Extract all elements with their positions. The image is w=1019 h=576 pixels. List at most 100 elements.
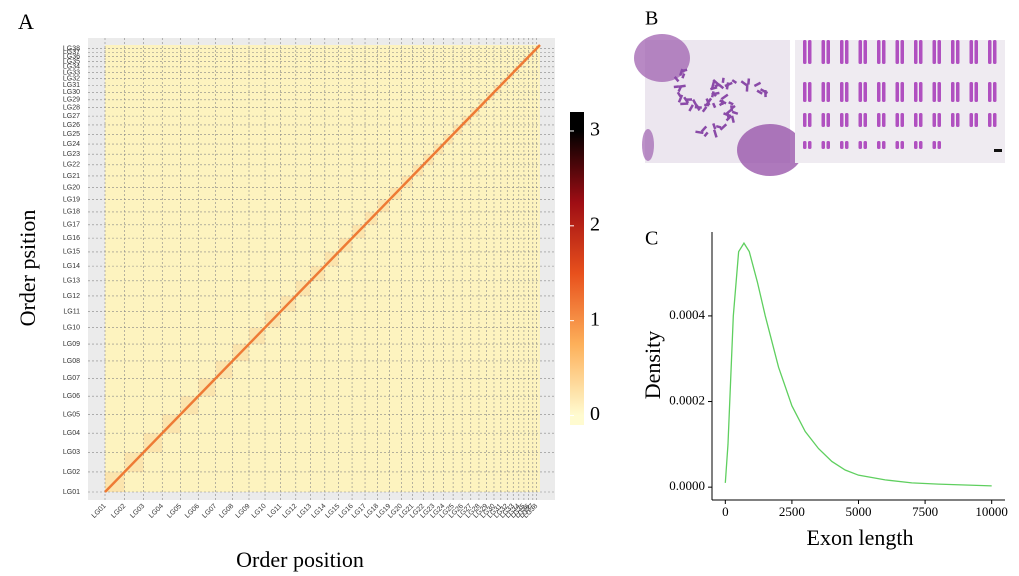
x-tick-label: LG11 bbox=[267, 503, 284, 520]
diagonal bbox=[104, 44, 541, 493]
chromosome bbox=[956, 82, 960, 102]
chromosome bbox=[877, 82, 881, 102]
x-tick-label: LG08 bbox=[218, 503, 235, 520]
y-tick-label: LG11 bbox=[63, 308, 80, 315]
chromosome bbox=[719, 123, 728, 131]
y-tick-label: LG35 bbox=[63, 58, 80, 65]
chromosome bbox=[858, 113, 862, 127]
y-tick-label: LG22 bbox=[63, 162, 80, 169]
y-axis-title: Order psition bbox=[15, 210, 40, 327]
y-tick-label: LG06 bbox=[63, 393, 80, 400]
chromosome bbox=[821, 141, 825, 149]
chromosome bbox=[725, 108, 733, 115]
x-tick-label: LG03 bbox=[129, 503, 146, 520]
chromosome bbox=[717, 83, 725, 90]
chromosome bbox=[993, 113, 997, 127]
chromosome bbox=[951, 82, 955, 102]
chromosome bbox=[803, 40, 807, 64]
nucleus bbox=[634, 34, 690, 82]
chromosome bbox=[951, 113, 955, 127]
chromosome bbox=[858, 141, 862, 149]
chromosome bbox=[877, 113, 881, 127]
chromosome bbox=[969, 40, 973, 64]
panel-label: C bbox=[645, 228, 658, 250]
chromosome bbox=[731, 79, 738, 84]
chromosome bbox=[919, 40, 923, 64]
chromosome bbox=[808, 82, 812, 102]
chromosome bbox=[759, 88, 769, 95]
y-tick-label: LG28 bbox=[63, 105, 80, 112]
y-tick-label: LG18 bbox=[63, 209, 80, 216]
y-tick-label: LG30 bbox=[63, 89, 80, 96]
chromosome bbox=[720, 93, 729, 101]
chromosome bbox=[863, 40, 867, 64]
chromosome bbox=[725, 115, 732, 122]
y-tick-label: LG15 bbox=[63, 249, 80, 256]
chromosome bbox=[740, 80, 748, 87]
y-tick-label: LG23 bbox=[63, 151, 80, 158]
chromosome bbox=[826, 40, 830, 64]
chromosome bbox=[882, 82, 886, 102]
chromosome bbox=[840, 82, 844, 102]
chromosome bbox=[714, 83, 720, 88]
chromosome bbox=[919, 82, 923, 102]
chromosome bbox=[895, 113, 899, 127]
x-tick-label: LG13 bbox=[296, 503, 313, 520]
chromosome bbox=[988, 82, 992, 102]
chromosome bbox=[858, 82, 862, 102]
chromosome bbox=[673, 76, 680, 83]
chromosome bbox=[710, 91, 715, 98]
y-tick-label: LG24 bbox=[63, 141, 80, 148]
chromosome bbox=[863, 141, 867, 149]
chromosome bbox=[845, 82, 849, 102]
x-tick-label: LG05 bbox=[166, 503, 183, 520]
y-tick-label: LG36 bbox=[63, 54, 80, 61]
chromosome bbox=[747, 78, 751, 85]
chromosome bbox=[826, 82, 830, 102]
chromosome bbox=[803, 82, 807, 102]
y-tick-label: LG08 bbox=[63, 358, 80, 365]
x-tick-label: LG09 bbox=[235, 503, 252, 520]
x-tick-label: 10000 bbox=[975, 504, 1008, 519]
chromosome bbox=[937, 82, 941, 102]
chromosome bbox=[731, 110, 739, 115]
x-axis-title: Exon length bbox=[807, 525, 914, 550]
chromosome bbox=[969, 113, 973, 127]
chromosome bbox=[753, 81, 762, 88]
y-tick-label: LG04 bbox=[63, 430, 80, 437]
y-tick-label: LG05 bbox=[63, 411, 80, 418]
chromosome bbox=[845, 40, 849, 64]
y-tick-label: LG16 bbox=[63, 235, 80, 242]
y-tick-label: LG02 bbox=[63, 469, 80, 476]
y-tick-label: LG26 bbox=[63, 122, 80, 129]
colorbar-tick-label: 3 bbox=[590, 119, 600, 141]
y-tick-label: LG27 bbox=[63, 113, 80, 120]
x-tick-label: LG06 bbox=[184, 503, 201, 520]
chromosome bbox=[956, 40, 960, 64]
chromosome bbox=[877, 141, 881, 149]
chromosome bbox=[700, 125, 708, 133]
panel-label: A bbox=[18, 9, 34, 34]
chromosome bbox=[695, 130, 704, 135]
chromosome bbox=[937, 141, 941, 149]
x-axis-title: Order position bbox=[236, 547, 364, 572]
chromosome bbox=[673, 85, 679, 89]
panel-label: B bbox=[645, 8, 658, 30]
chromosome bbox=[808, 141, 812, 149]
y-tick-label: LG33 bbox=[63, 69, 80, 76]
chromosome bbox=[993, 40, 997, 64]
chromosome bbox=[715, 125, 722, 129]
chromosome bbox=[678, 68, 684, 77]
y-tick-label: LG12 bbox=[63, 293, 80, 300]
nucleus bbox=[642, 129, 654, 161]
chromosome bbox=[932, 141, 936, 149]
chromosome bbox=[882, 141, 886, 149]
x-tick-label: LG01 bbox=[91, 503, 108, 520]
chromosome bbox=[692, 99, 699, 108]
y-tick-label: LG17 bbox=[63, 222, 80, 229]
chromosome bbox=[688, 104, 694, 112]
chromosome bbox=[730, 115, 735, 123]
chromosome bbox=[701, 106, 708, 113]
chromosome bbox=[711, 102, 717, 109]
